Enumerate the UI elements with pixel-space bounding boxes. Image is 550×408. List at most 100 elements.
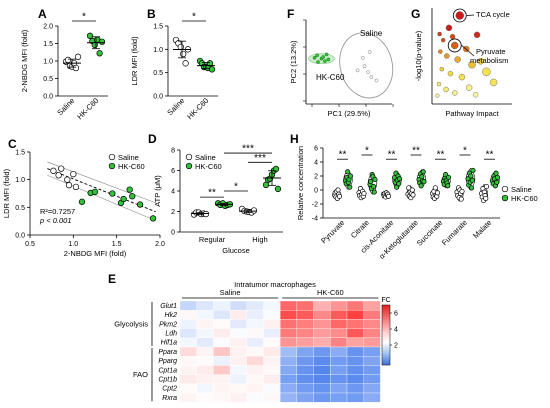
heatmap-cell	[346, 319, 364, 329]
y-tick-label: 0	[171, 230, 175, 237]
heatmap-cell	[346, 365, 364, 375]
heatmap-cell	[196, 319, 214, 329]
heatmap-cell	[196, 356, 214, 366]
data-point	[494, 179, 500, 185]
pathway-point	[441, 37, 446, 43]
heatmap-cell	[263, 346, 281, 357]
data-point	[418, 183, 424, 189]
x-category-label: Pyruvate	[319, 218, 346, 245]
heatmap-cell	[213, 300, 231, 311]
pathway-point	[447, 70, 454, 77]
pathway-point	[458, 73, 466, 81]
heatmap-cell	[313, 337, 331, 348]
heatmap-cell	[346, 310, 364, 320]
legend-marker	[501, 194, 509, 202]
heatmap-cell	[363, 356, 381, 366]
heatmap-cell	[313, 392, 331, 403]
y-tick-label: 6	[314, 146, 318, 153]
heatmap-cell	[179, 365, 197, 375]
gene-label: Ldh	[165, 331, 177, 338]
heatmap-cell	[196, 300, 214, 311]
heatmap-cell	[280, 374, 298, 384]
gene-label: Hk2	[165, 312, 178, 319]
y-tick-label: 0.5	[15, 205, 25, 212]
pathway-point	[436, 81, 442, 87]
panel-letter: F	[287, 7, 294, 21]
panel-c: C0.00.51.01.50.5 1.0 1.5 2.02-NBDG MFI (fol…	[2, 137, 165, 258]
heatmap-cell	[263, 328, 281, 338]
annotation-arrow	[461, 45, 475, 57]
y-tick-label: 1.0	[153, 47, 163, 54]
y-tick-label: 1.0	[15, 177, 25, 184]
heatmap-cell	[196, 337, 214, 348]
heatmap-cell	[330, 383, 348, 394]
pathway-point	[439, 66, 444, 72]
data-point	[409, 187, 415, 193]
heatmap-cell	[280, 328, 298, 338]
data-point	[65, 182, 73, 189]
heatmap-cell	[263, 365, 281, 375]
row-group-label: FAO	[133, 370, 148, 379]
significance-stars: **	[339, 150, 347, 161]
y-axis-label: LDR MFI (fold)	[130, 36, 139, 86]
pathway-point	[435, 93, 440, 98]
heatmap-cell	[246, 356, 264, 366]
heatmap-cell	[363, 392, 381, 403]
heatmap-cell	[280, 300, 298, 311]
color-scale-bar	[381, 304, 391, 366]
heatmap-cell	[280, 346, 298, 357]
data-point	[120, 195, 127, 203]
y-tick-label: 0.5	[43, 76, 53, 83]
heatmap-cell	[330, 392, 348, 403]
heatmap-cell	[246, 310, 264, 320]
data-point	[50, 167, 57, 174]
annotation-pyruvate: Pyruvate	[476, 47, 506, 56]
data-point	[206, 60, 214, 67]
pathway-point	[473, 31, 481, 39]
heatmap-cell	[313, 383, 331, 394]
data-point	[182, 60, 189, 67]
x-category-label: Citrate	[349, 218, 371, 240]
data-point	[468, 173, 474, 179]
y-tick-label: 1.5	[153, 24, 163, 31]
data-point	[109, 190, 116, 197]
heatmap-cell	[179, 300, 197, 311]
legend-label: Saline	[195, 153, 216, 162]
heatmap-cell	[363, 310, 381, 320]
x-category-label: Fumarate	[440, 218, 469, 247]
data-point	[367, 50, 372, 54]
heatmap-cell	[280, 310, 298, 320]
heatmap-cell	[263, 383, 281, 394]
heatmap-cell	[280, 356, 298, 366]
heatmap-cell	[213, 328, 231, 338]
heatmap-cell	[363, 319, 381, 329]
heatmap-cell	[296, 328, 314, 338]
heatmap-cell	[363, 365, 381, 375]
pathway-point	[437, 31, 442, 37]
data-point	[335, 187, 341, 193]
heatmap-cell	[363, 374, 381, 384]
legend-label: Saline	[511, 185, 532, 194]
panel-letter: C	[8, 137, 17, 151]
group-label-hk: HK-C60	[316, 73, 345, 82]
heatmap-cell	[296, 337, 314, 348]
y-axis-label: PC2 (13.2%)	[289, 40, 298, 83]
data-point	[469, 177, 475, 183]
data-point	[494, 174, 501, 180]
data-point	[324, 52, 329, 57]
heatmap-cell	[229, 356, 247, 366]
y-axis-label: Relative concentration	[296, 146, 305, 220]
data-point	[262, 181, 270, 189]
data-point	[86, 32, 94, 39]
heatmap-cell	[229, 300, 247, 311]
data-point	[126, 186, 133, 193]
heatmap-cell	[196, 310, 214, 320]
pathway-point	[443, 86, 449, 93]
heatmap-cell	[246, 300, 264, 311]
pathway-point	[472, 92, 479, 98]
x-category-label: Saline	[165, 96, 186, 117]
heatmap-cell	[196, 365, 214, 375]
heatmap-cell	[263, 337, 281, 348]
x-category-label: Succinate	[415, 218, 445, 248]
